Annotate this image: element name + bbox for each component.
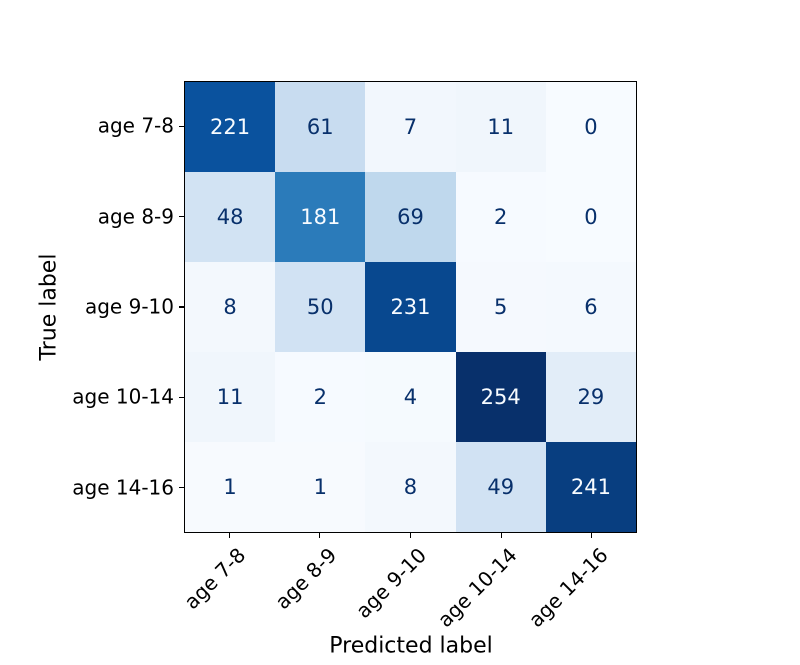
- y-tick-label: age 9-10: [84, 294, 174, 319]
- matrix-cell-r2c0: 8: [185, 262, 276, 352]
- y-tick-mark: [179, 306, 184, 308]
- y-tick-mark: [179, 216, 184, 218]
- y-tick-mark: [179, 125, 184, 127]
- matrix-cell-r2c4: 6: [545, 262, 636, 352]
- matrix-cell-r4c0: 1: [185, 442, 276, 532]
- matrix-cell-r3c2: 4: [365, 352, 456, 442]
- matrix-cell-r4c1: 1: [275, 442, 366, 532]
- y-tick-label: age 8-9: [97, 204, 174, 229]
- x-tick-mark: [591, 533, 593, 538]
- matrix-cell-r1c2: 69: [365, 172, 456, 262]
- matrix-cell-r2c3: 5: [455, 262, 546, 352]
- matrix-cell-r4c2: 8: [365, 442, 456, 532]
- matrix-cell-r1c0: 48: [185, 172, 276, 262]
- matrix-cell-r0c3: 11: [455, 82, 546, 172]
- matrix-cell-r0c2: 7: [365, 82, 456, 172]
- matrix-cell-r0c1: 61: [275, 82, 366, 172]
- x-tick-label: age 9-10: [351, 543, 432, 623]
- x-tick-mark: [319, 533, 321, 538]
- x-tick-label: age 10-14: [433, 543, 523, 632]
- x-tick-mark: [409, 533, 412, 538]
- x-axis-label: Predicted label: [329, 633, 493, 659]
- y-tick-label: age 14-16: [72, 475, 174, 500]
- matrix-cell-r2c1: 50: [275, 262, 366, 352]
- matrix-cell-r0c0: 221: [185, 82, 276, 172]
- matrix-cell-r2c2: 231: [365, 262, 456, 352]
- x-tick-label: age 14-16: [523, 543, 613, 632]
- matrix-cell-r4c4: 241: [545, 442, 636, 532]
- matrix-cell-r3c0: 11: [185, 352, 276, 442]
- matrix-cell-r1c1: 181: [275, 172, 366, 262]
- x-tick-label: age 8-9: [269, 543, 341, 614]
- y-tick-label: age 7-8: [97, 113, 174, 138]
- y-tick-mark: [179, 396, 184, 398]
- plot-area: 221 61 7 11 0 48 181 69 2 0 8 50 231 5 6 11 2 4 254 29 1 1 8 49…: [184, 81, 637, 533]
- matrix-cell-r3c1: 2: [275, 352, 366, 442]
- matrix-cell-r3c3: 254: [455, 352, 546, 442]
- y-axis-label: True label: [36, 253, 62, 361]
- matrix-cell-r4c3: 49: [455, 442, 546, 532]
- x-tick-mark: [228, 533, 230, 538]
- y-tick-mark: [179, 487, 184, 489]
- x-tick-label: age 7-8: [179, 543, 251, 614]
- matrix-cell-r3c4: 29: [545, 352, 636, 442]
- y-tick-label: age 10-14: [72, 384, 174, 409]
- x-tick-mark: [500, 533, 502, 538]
- matrix-cell-r0c4: 0: [545, 82, 636, 172]
- matrix-cell-r1c4: 0: [545, 172, 636, 262]
- matrix-cell-r1c3: 2: [455, 172, 546, 262]
